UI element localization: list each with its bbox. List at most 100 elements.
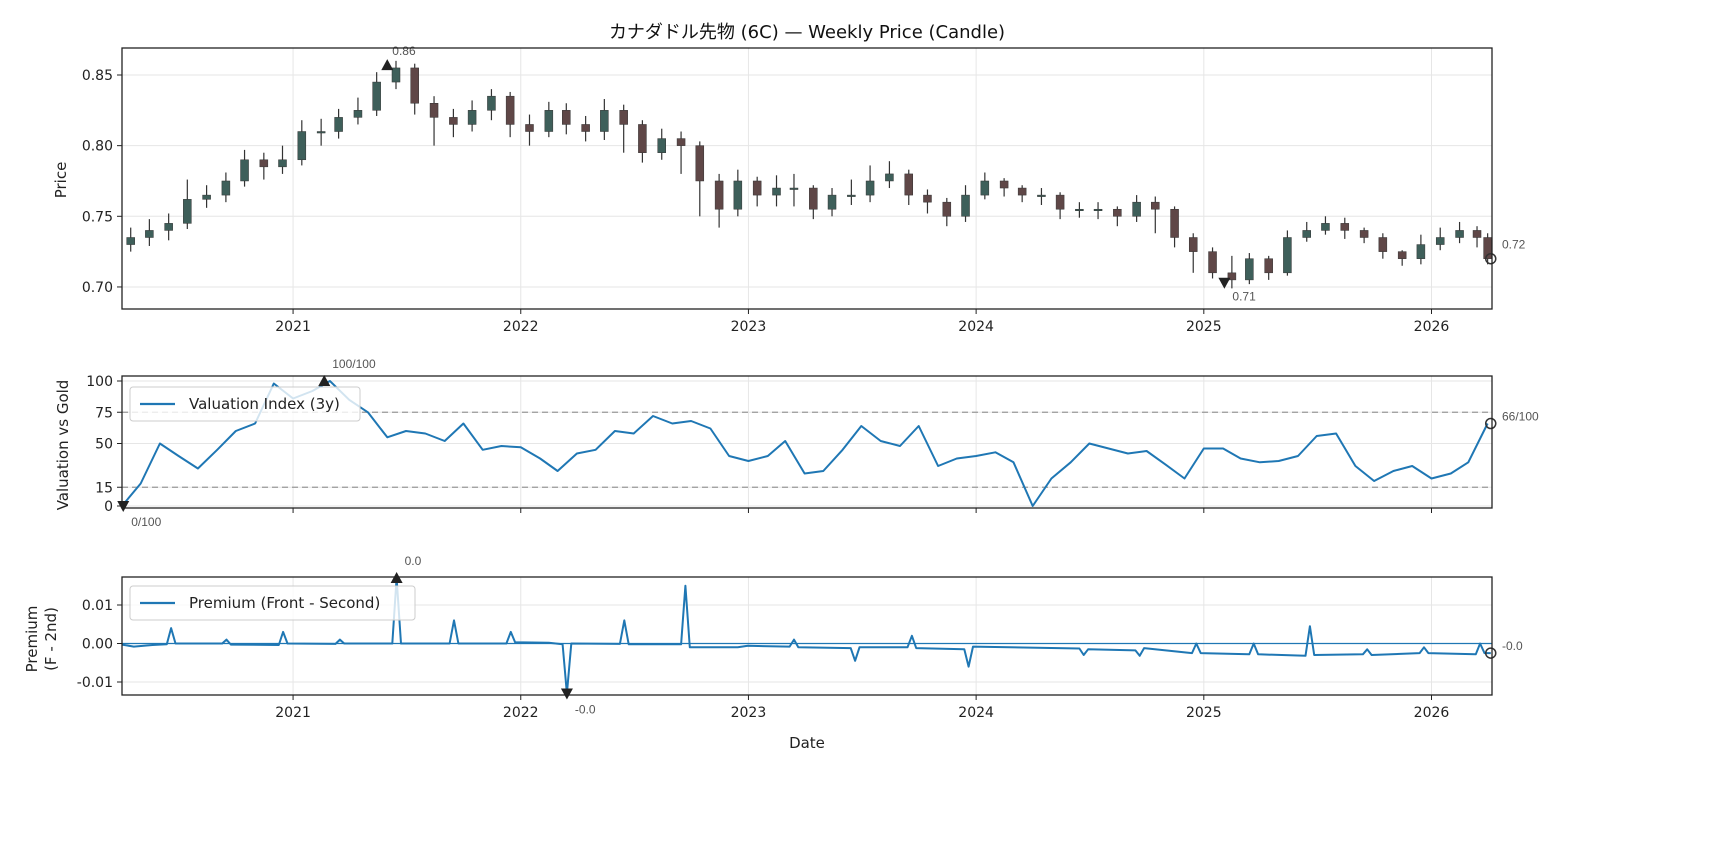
- candle: [1113, 206, 1122, 227]
- candle: [752, 176, 762, 207]
- price-panel: 0.70 0.75 0.80 0.85 2021 2022 2023 2024 2025 2026…: [82, 43, 1526, 335]
- candle: [695, 141, 705, 217]
- candle: [1435, 227, 1445, 251]
- candle: [487, 89, 496, 121]
- candle-body: [1302, 230, 1311, 238]
- candle: [1245, 253, 1254, 285]
- candle-body: [202, 194, 211, 200]
- candle-body: [1245, 258, 1254, 281]
- candle-body: [695, 145, 705, 182]
- candle-body: [1472, 230, 1482, 238]
- price-ylabel: Price: [52, 162, 70, 199]
- candle-body: [316, 131, 326, 134]
- y-tick-label: 75: [95, 405, 113, 421]
- candle: [942, 197, 952, 227]
- candle: [1075, 202, 1084, 218]
- candle: [1340, 217, 1350, 239]
- candle-body: [999, 180, 1009, 189]
- valuation-panel: 0 15 50 75 100 100/100 0/100 66/100: [86, 357, 1539, 529]
- candle: [619, 104, 628, 153]
- candle: [316, 118, 326, 146]
- last-marker-icon: [1485, 647, 1497, 659]
- y-tick-label: -0.01: [77, 675, 113, 691]
- candle: [1321, 216, 1330, 235]
- candle-body: [1208, 251, 1217, 274]
- candle-body: [676, 138, 686, 146]
- label-bg: [390, 43, 423, 57]
- y-tick-label: 0.01: [82, 598, 113, 614]
- premium-panel: -0.01 0.00 0.01 2021 2022 2023 2024 2025 2026 0.0…: [77, 554, 1523, 721]
- candle-body: [164, 223, 173, 231]
- candle-body: [1055, 194, 1065, 210]
- candle: [278, 145, 287, 174]
- candle-body: [1397, 251, 1407, 259]
- candle-body: [562, 110, 571, 125]
- x-tick-label: 2021: [275, 319, 311, 335]
- min-label: -0.0: [575, 703, 596, 717]
- y-tick-label: 0.85: [82, 68, 113, 84]
- candle-body: [297, 131, 307, 161]
- x-tick-label: 2025: [1186, 319, 1222, 335]
- candle-body: [221, 180, 231, 196]
- candle-body: [145, 230, 154, 238]
- candle: [221, 172, 231, 203]
- candle: [865, 165, 875, 203]
- candle: [505, 91, 515, 138]
- candle-body: [772, 187, 781, 196]
- candle-body: [1151, 201, 1160, 210]
- candle: [809, 185, 818, 220]
- candle: [297, 120, 307, 166]
- candle: [961, 185, 970, 222]
- candle: [1208, 247, 1217, 279]
- axes-frame: [121, 576, 1493, 696]
- candle-body: [334, 117, 343, 132]
- candle: [429, 96, 439, 146]
- candle: [372, 72, 381, 116]
- candle-body: [1037, 194, 1046, 197]
- x-tick-label: 2024: [958, 319, 994, 335]
- candle-body: [353, 110, 363, 118]
- x-tick-label: 2023: [731, 319, 767, 335]
- axes-frame: [121, 47, 1493, 310]
- series-line: [121, 577, 1491, 695]
- valuation-ylabel: Valuation vs Gold: [54, 380, 72, 511]
- candle: [847, 179, 856, 205]
- max-label: 0.0: [405, 554, 422, 568]
- candle: [1283, 230, 1292, 276]
- candle-body: [581, 124, 590, 132]
- x-tick-label: 2026: [1414, 705, 1450, 721]
- candle-body: [733, 180, 743, 210]
- y-tick-label: 0.75: [82, 209, 113, 225]
- candle-body: [1093, 208, 1103, 211]
- candle-body: [1321, 223, 1330, 231]
- candle: [562, 103, 571, 135]
- candle-body: [1075, 208, 1084, 211]
- y-tick-label: 50: [95, 437, 113, 453]
- candle: [600, 99, 609, 140]
- candle: [1151, 196, 1160, 234]
- candle-body: [1359, 230, 1369, 238]
- candle: [827, 188, 837, 217]
- candle: [1483, 233, 1492, 265]
- last-marker-icon: [1485, 417, 1497, 430]
- candle-body: [449, 117, 458, 125]
- chart-title: カナダドル先物 (6C) — Weekly Price (Candle): [609, 22, 1005, 43]
- premium-ylabel-line1: Premium: [23, 606, 41, 673]
- premium-ylabel-line2: (F - 2nd): [42, 607, 60, 671]
- candle-body: [961, 194, 970, 217]
- y-tick-label: 0.00: [82, 636, 113, 652]
- candle-body: [619, 110, 628, 125]
- candle-body: [789, 187, 799, 190]
- candle-body: [1188, 237, 1198, 252]
- candle: [1055, 192, 1065, 220]
- candle-body: [638, 124, 647, 153]
- min-label: 0/100: [131, 515, 161, 529]
- legend-label: Premium (Front - Second): [189, 594, 380, 612]
- candle: [1359, 227, 1369, 244]
- candle-body: [278, 159, 287, 168]
- candle-body: [1416, 244, 1426, 259]
- candle: [714, 173, 724, 228]
- candle-body: [1264, 258, 1273, 274]
- candle-body: [1113, 208, 1122, 217]
